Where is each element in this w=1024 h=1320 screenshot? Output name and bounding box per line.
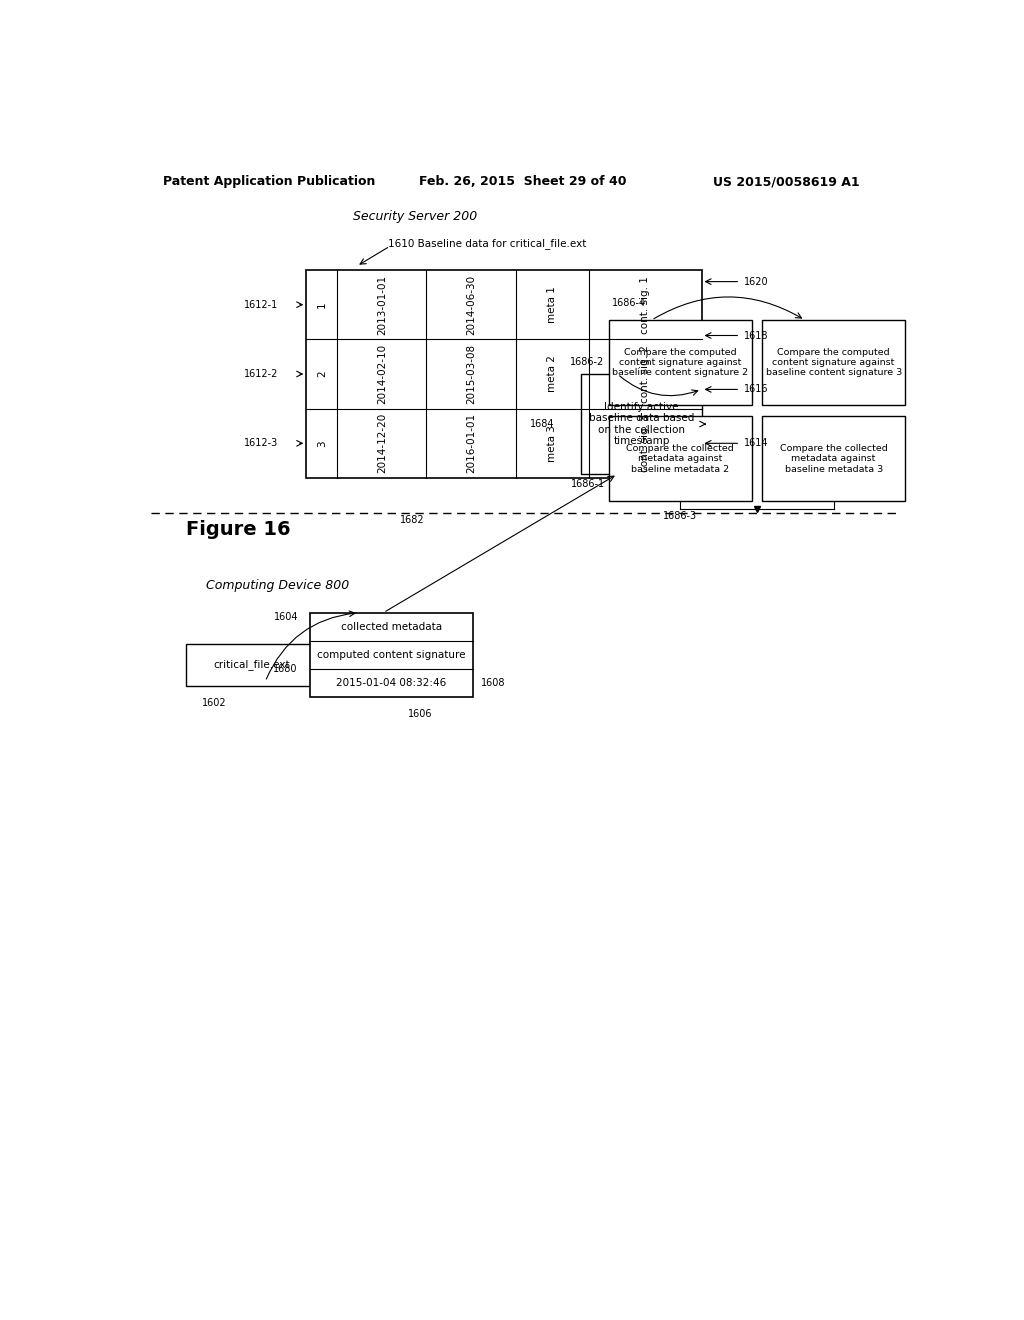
Text: Identify active
baseline data based
on the collection
timestamp: Identify active baseline data based on t…: [589, 401, 694, 446]
Text: 1686-3: 1686-3: [664, 511, 697, 521]
Text: meta 3: meta 3: [547, 425, 557, 462]
Text: 1684: 1684: [529, 418, 554, 429]
Text: 1614: 1614: [744, 438, 769, 449]
Text: Compare the collected
metadata against
baseline metadata 2: Compare the collected metadata against b…: [627, 444, 734, 474]
Bar: [186, 644, 317, 686]
Bar: [306, 271, 701, 478]
Text: 3: 3: [316, 440, 327, 446]
Text: 2014-02-10: 2014-02-10: [377, 345, 387, 404]
Text: cont. sig. 2: cont. sig. 2: [640, 345, 650, 403]
Text: cont. sig. 3: cont. sig. 3: [640, 414, 650, 473]
Text: collected metadata: collected metadata: [341, 622, 442, 632]
Bar: [608, 416, 752, 502]
Bar: [310, 612, 473, 697]
Text: Feb. 26, 2015  Sheet 29 of 40: Feb. 26, 2015 Sheet 29 of 40: [419, 176, 626, 187]
Text: 1: 1: [316, 301, 327, 308]
Text: 2014-12-20: 2014-12-20: [377, 413, 387, 474]
Bar: [608, 321, 752, 405]
Text: 1616: 1616: [744, 384, 769, 395]
Text: Compare the collected
metadata against
baseline metadata 3: Compare the collected metadata against b…: [779, 444, 888, 474]
Text: 1602: 1602: [202, 698, 226, 708]
Text: computed content signature: computed content signature: [317, 649, 466, 660]
Text: 1612-2: 1612-2: [245, 370, 279, 379]
Text: 2013-01-01: 2013-01-01: [377, 275, 387, 335]
Text: 1608: 1608: [480, 678, 505, 688]
Text: 1604: 1604: [274, 611, 299, 622]
Text: Security Server 200: Security Server 200: [352, 210, 477, 223]
Text: 2015-01-04 08:32:46: 2015-01-04 08:32:46: [336, 678, 446, 688]
Text: 1682: 1682: [399, 515, 424, 525]
Text: Compare the computed
content signature against
baseline content signature 2: Compare the computed content signature a…: [612, 347, 749, 378]
Text: Figure 16: Figure 16: [186, 520, 291, 540]
Text: 1610 Baseline data for critical_file.ext: 1610 Baseline data for critical_file.ext: [388, 238, 586, 248]
Text: Compare the computed
content signature against
baseline content signature 3: Compare the computed content signature a…: [766, 347, 902, 378]
Text: cont. sig. 1: cont. sig. 1: [640, 276, 650, 334]
Text: 1680: 1680: [273, 664, 297, 675]
Text: 1686-1: 1686-1: [570, 479, 604, 490]
Bar: [582, 374, 701, 474]
Bar: [762, 321, 905, 405]
Text: 1620: 1620: [744, 277, 769, 286]
Text: 2016-01-01: 2016-01-01: [466, 413, 476, 474]
Text: critical_file.ext: critical_file.ext: [214, 659, 291, 671]
Text: Patent Application Publication: Patent Application Publication: [163, 176, 375, 187]
Text: Computing Device 800: Computing Device 800: [206, 579, 349, 593]
Text: 1618: 1618: [744, 330, 769, 341]
Text: meta 1: meta 1: [547, 286, 557, 323]
Bar: [762, 416, 905, 502]
Text: 2014-06-30: 2014-06-30: [466, 275, 476, 335]
Text: 2: 2: [316, 371, 327, 378]
Text: 1606: 1606: [408, 709, 432, 719]
Text: 1686-4: 1686-4: [612, 298, 646, 308]
Text: 2015-03-08: 2015-03-08: [466, 345, 476, 404]
Text: 1686-2: 1686-2: [570, 358, 604, 367]
Text: 1612-3: 1612-3: [245, 438, 279, 449]
Text: US 2015/0058619 A1: US 2015/0058619 A1: [713, 176, 860, 187]
Text: meta 2: meta 2: [547, 355, 557, 392]
Text: 1612-1: 1612-1: [245, 300, 279, 310]
